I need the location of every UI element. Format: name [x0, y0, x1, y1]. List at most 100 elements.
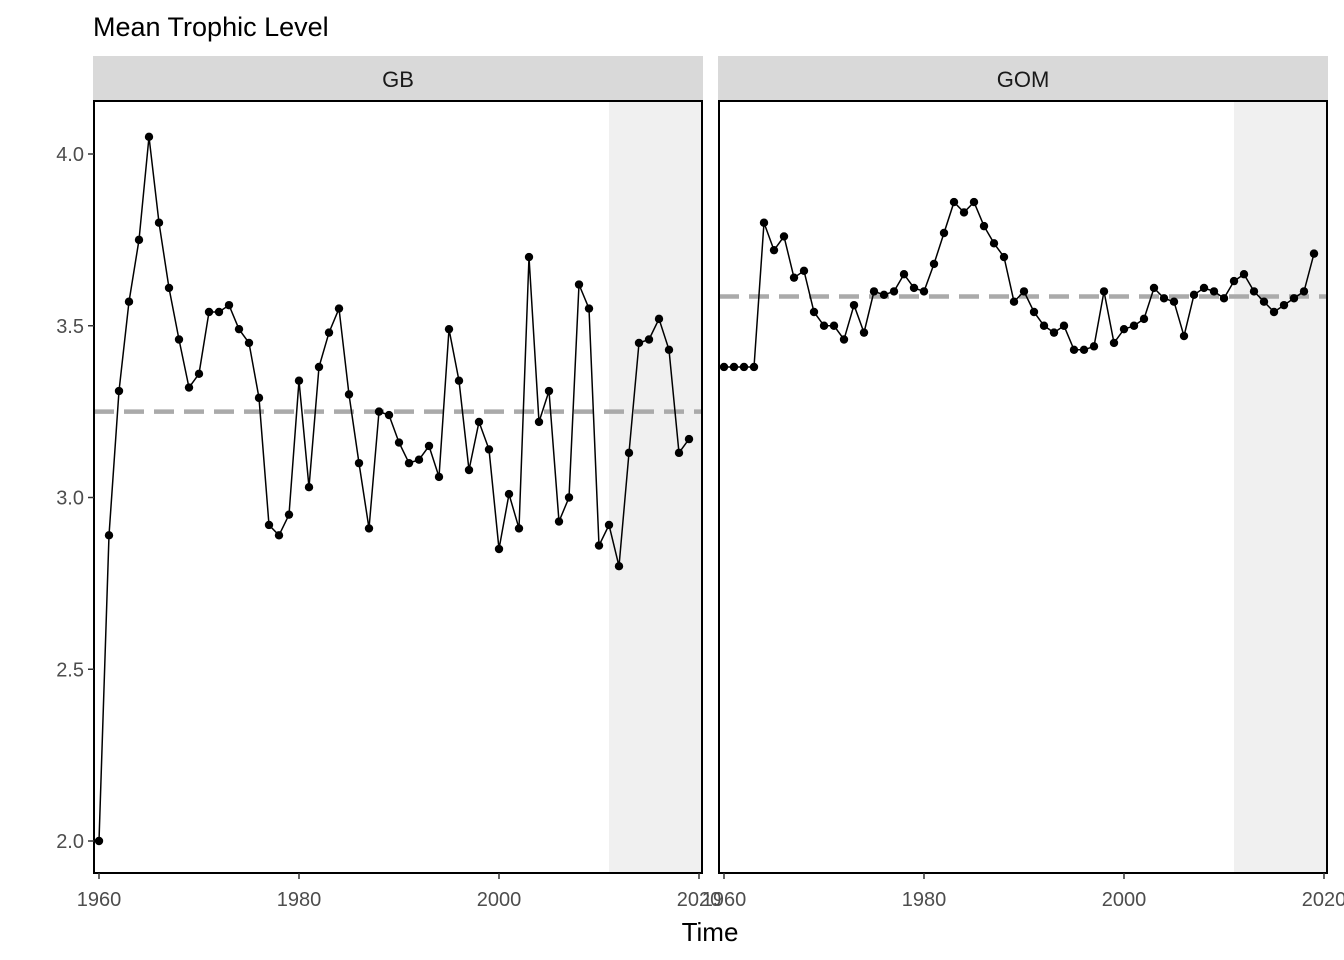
- data-point: [204, 307, 214, 317]
- data-point: [284, 510, 294, 519]
- data-point: [719, 362, 729, 372]
- data-point: [1009, 297, 1019, 306]
- data-point: [1119, 324, 1129, 334]
- data-point: [1179, 331, 1189, 341]
- data-point: [1149, 283, 1159, 293]
- x-tick-label: 1980: [277, 889, 322, 911]
- data-point: [1189, 290, 1199, 300]
- data-point: [104, 531, 114, 540]
- data-point: [144, 132, 154, 142]
- data-point: [759, 218, 769, 227]
- data-point: [879, 290, 889, 300]
- data-point: [939, 228, 949, 238]
- x-tick-label: 2020: [677, 889, 722, 911]
- x-tick-label: 1980: [902, 889, 947, 911]
- panel-border: [718, 100, 1328, 874]
- data-point: [234, 324, 244, 334]
- series-line: [724, 200, 1315, 368]
- data-point: [514, 524, 524, 533]
- data-point: [134, 235, 144, 245]
- data-point: [224, 300, 234, 310]
- data-point: [869, 287, 879, 296]
- data-point: [999, 252, 1009, 262]
- data-point: [294, 376, 304, 385]
- data-point: [194, 369, 204, 379]
- data-point: [544, 386, 554, 396]
- data-point: [174, 335, 184, 344]
- data-point: [1069, 345, 1079, 354]
- data-point: [214, 307, 224, 317]
- data-point: [919, 287, 929, 296]
- x-tick-label: 1960: [77, 889, 122, 911]
- data-point: [819, 321, 829, 330]
- data-point: [684, 434, 694, 444]
- data-point: [909, 283, 919, 293]
- data-point: [839, 335, 849, 344]
- data-point: [574, 280, 584, 289]
- facet-strip-label: GOM: [997, 67, 1050, 92]
- plot-area: [94, 101, 702, 873]
- data-point: [614, 562, 624, 571]
- data-point: [1089, 342, 1099, 351]
- data-point: [654, 314, 664, 324]
- data-point: [304, 482, 314, 492]
- data-point: [749, 362, 759, 372]
- data-point: [634, 338, 644, 348]
- data-point: [809, 307, 819, 317]
- data-point: [334, 304, 344, 313]
- data-point: [1049, 328, 1059, 337]
- x-tick-label: 2000: [477, 889, 522, 911]
- data-point: [674, 448, 684, 458]
- data-point: [594, 541, 604, 550]
- data-point: [859, 328, 869, 337]
- data-point: [444, 324, 454, 334]
- data-point: [1299, 287, 1309, 296]
- data-point: [644, 335, 654, 344]
- data-point: [1239, 270, 1249, 279]
- data-point: [474, 417, 484, 427]
- panel-border: [93, 100, 703, 874]
- data-point: [1139, 314, 1149, 324]
- y-tick-label: 4.0: [56, 144, 84, 166]
- data-point: [1099, 287, 1109, 296]
- data-point: [534, 417, 544, 427]
- x-axis-title: Time: [682, 917, 739, 947]
- data-point: [989, 239, 999, 248]
- x-tick-label: 1960: [702, 889, 747, 911]
- data-point: [624, 448, 634, 458]
- y-tick-label: 3.0: [56, 488, 84, 510]
- data-point: [354, 458, 364, 468]
- data-point: [889, 287, 899, 296]
- data-point: [1029, 307, 1039, 317]
- data-point: [1039, 321, 1049, 330]
- data-point: [779, 232, 789, 241]
- data-point: [789, 273, 799, 282]
- shaded-period: [609, 101, 702, 873]
- data-point: [244, 338, 254, 348]
- plot-area: [719, 101, 1327, 873]
- data-point: [454, 376, 464, 385]
- y-tick-label: 2.0: [56, 831, 84, 853]
- data-point: [154, 218, 164, 227]
- data-point: [1259, 297, 1269, 306]
- data-point: [114, 386, 124, 396]
- data-point: [1219, 294, 1229, 303]
- data-point: [364, 524, 374, 533]
- facet-strip: [718, 56, 1328, 101]
- data-point: [1079, 345, 1089, 354]
- data-point: [424, 441, 434, 451]
- data-point: [384, 410, 394, 420]
- data-point: [1129, 321, 1139, 330]
- data-point: [564, 493, 574, 502]
- data-point: [1059, 321, 1069, 330]
- data-point: [254, 393, 264, 403]
- data-point: [1109, 338, 1119, 348]
- data-point: [124, 297, 134, 306]
- data-point: [264, 520, 274, 530]
- panel-gb: GB 1960 1980 2000 2020 2.0 2.5 3.0 3.5 4.0: [56, 56, 721, 911]
- data-point: [849, 300, 859, 310]
- data-point: [434, 472, 444, 482]
- y-tick-label: 2.5: [56, 659, 84, 681]
- data-point: [1249, 287, 1259, 296]
- data-point: [274, 531, 284, 540]
